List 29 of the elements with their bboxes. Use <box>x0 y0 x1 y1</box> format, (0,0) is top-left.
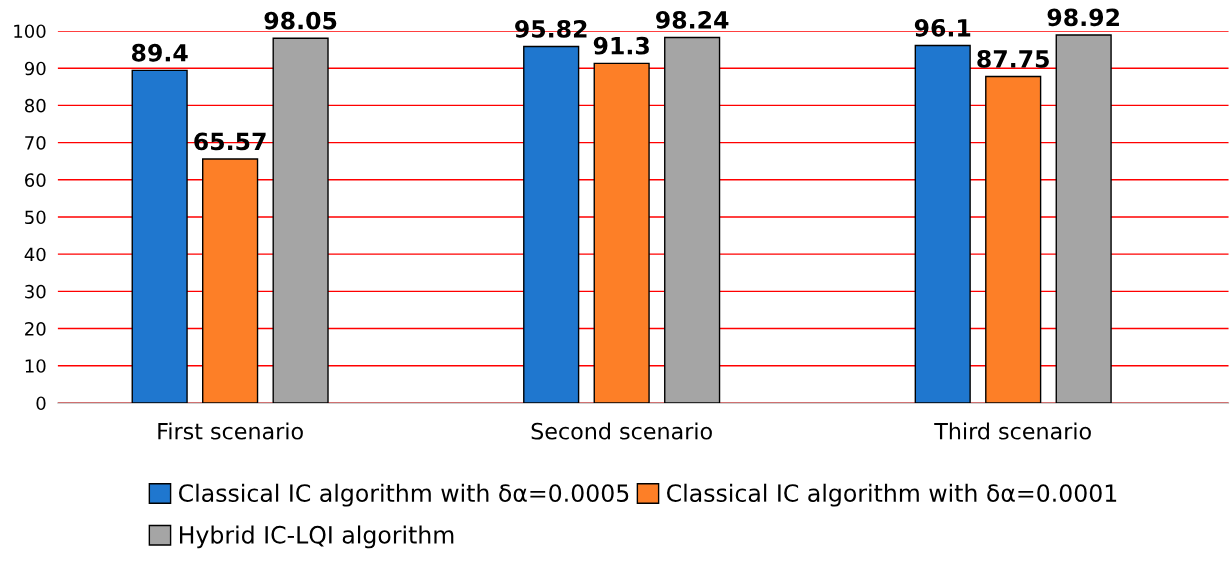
data-label: 98.92 <box>1047 8 1119 27</box>
y-tick-label: 70 <box>25 136 46 150</box>
y-tick-label: 40 <box>24 247 46 262</box>
y-tick-label: 100 <box>14 24 46 39</box>
y-tick-label: 60 <box>25 173 46 187</box>
legend-label: Classical IC algorithm with δα=0.0005 <box>179 483 629 507</box>
x-tick-label: First scenario <box>158 422 303 440</box>
data-label: 87.75 <box>977 49 1049 68</box>
y-tick-label: 0 <box>36 396 46 411</box>
y-tick-label: 50 <box>25 210 46 225</box>
data-label: 91.3 <box>593 36 649 55</box>
bar <box>523 45 580 403</box>
bar <box>914 44 971 403</box>
y-tick-label: 20 <box>25 322 46 336</box>
y-tick-label: 90 <box>24 61 46 76</box>
legend-label: Hybrid IC-LQI algorithm <box>180 525 454 549</box>
bar <box>202 158 259 403</box>
y-tick-label: 80 <box>24 98 46 113</box>
bar <box>985 75 1042 403</box>
bar <box>131 69 188 403</box>
y-tick-label: 10 <box>25 359 46 373</box>
x-tick-label: Third scenario <box>934 422 1091 440</box>
bar <box>593 62 650 403</box>
data-label: 98.05 <box>264 11 337 30</box>
data-label: 98.24 <box>656 10 729 29</box>
x-tick-label: Second scenario <box>531 422 712 440</box>
data-label: 89.4 <box>131 43 188 62</box>
y-tick-label: 30 <box>25 284 46 299</box>
legend-label: Classical IC algorithm with δα=0.0001 <box>667 483 1117 507</box>
